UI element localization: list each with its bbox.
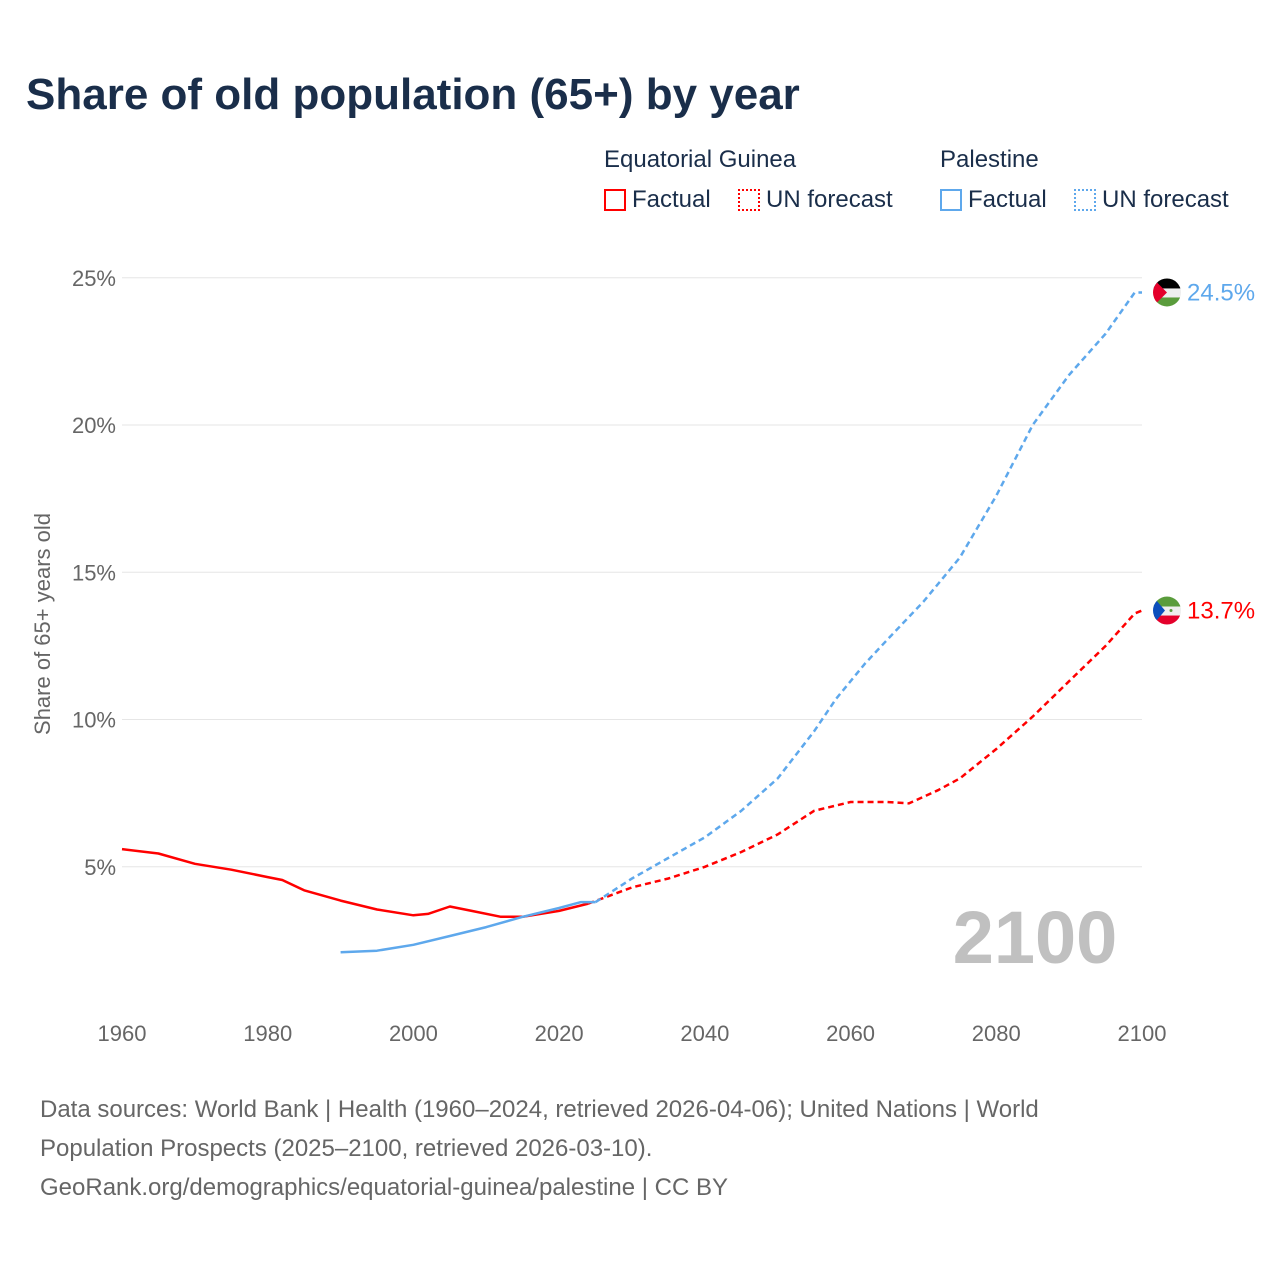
end-label-equatorial-guinea: 13.7% [1187, 598, 1255, 625]
y-tick-label: 25% [72, 266, 116, 291]
y-axis-label: Share of 65+ years old [30, 513, 55, 735]
x-tick-label: 2040 [680, 1021, 729, 1046]
flag-equatorial-guinea-icon [1153, 596, 1181, 625]
y-tick-label: 20% [72, 413, 116, 438]
end-label-palestine: 24.5% [1187, 279, 1255, 306]
x-tick-label: 2020 [535, 1021, 584, 1046]
footer: Data sources: World Bank | Health (1960–… [40, 1090, 1240, 1207]
y-tick-label: 15% [72, 560, 116, 585]
line-palestine-forecast [594, 291, 1142, 904]
footer-sources: Data sources: World Bank | Health (1960–… [40, 1096, 1039, 1123]
x-tick-label: 2100 [1118, 1021, 1167, 1046]
swatch-solid-icon [604, 189, 626, 211]
swatch-dotted-icon [738, 189, 760, 211]
y-tick-label: 10% [72, 708, 116, 733]
line-equatorial-guinea-forecast [587, 609, 1143, 905]
x-tick-label: 1960 [98, 1021, 147, 1046]
footer-link[interactable]: GeoRank.org/demographics/equatorial-guin… [40, 1174, 728, 1201]
footer-sources-cont: Population Prospects (2025–2100, retriev… [40, 1135, 653, 1162]
swatch-dotted-icon [1074, 189, 1096, 211]
legend-eg-forecast[interactable]: UN forecast [738, 186, 893, 214]
swatch-solid-icon [940, 189, 962, 211]
x-tick-label: 2080 [972, 1021, 1021, 1046]
x-tick-label: 2000 [389, 1021, 438, 1046]
line-equatorial-guinea-factual [121, 847, 589, 919]
legend-group-palestine: Palestine [940, 146, 1039, 173]
legend-label: UN forecast [766, 186, 893, 213]
legend-label: Factual [632, 186, 711, 213]
chart-title: Share of old population (65+) by year [26, 70, 800, 119]
y-tick-label: 5% [84, 855, 116, 880]
year-watermark: 2100 [953, 896, 1118, 979]
x-tick-label: 2060 [826, 1021, 875, 1046]
legend-eg-factual[interactable]: Factual [604, 186, 711, 214]
legend-label: UN forecast [1102, 186, 1229, 213]
legend-ps-factual[interactable]: Factual [940, 186, 1047, 214]
flag-palestine-icon [1153, 278, 1181, 307]
legend-group-equatorial-guinea: Equatorial Guinea [604, 146, 797, 173]
legend-ps-forecast[interactable]: UN forecast [1074, 186, 1229, 214]
line-palestine-factual [340, 900, 596, 954]
legend-label: Factual [968, 186, 1047, 213]
x-tick-label: 1980 [243, 1021, 292, 1046]
